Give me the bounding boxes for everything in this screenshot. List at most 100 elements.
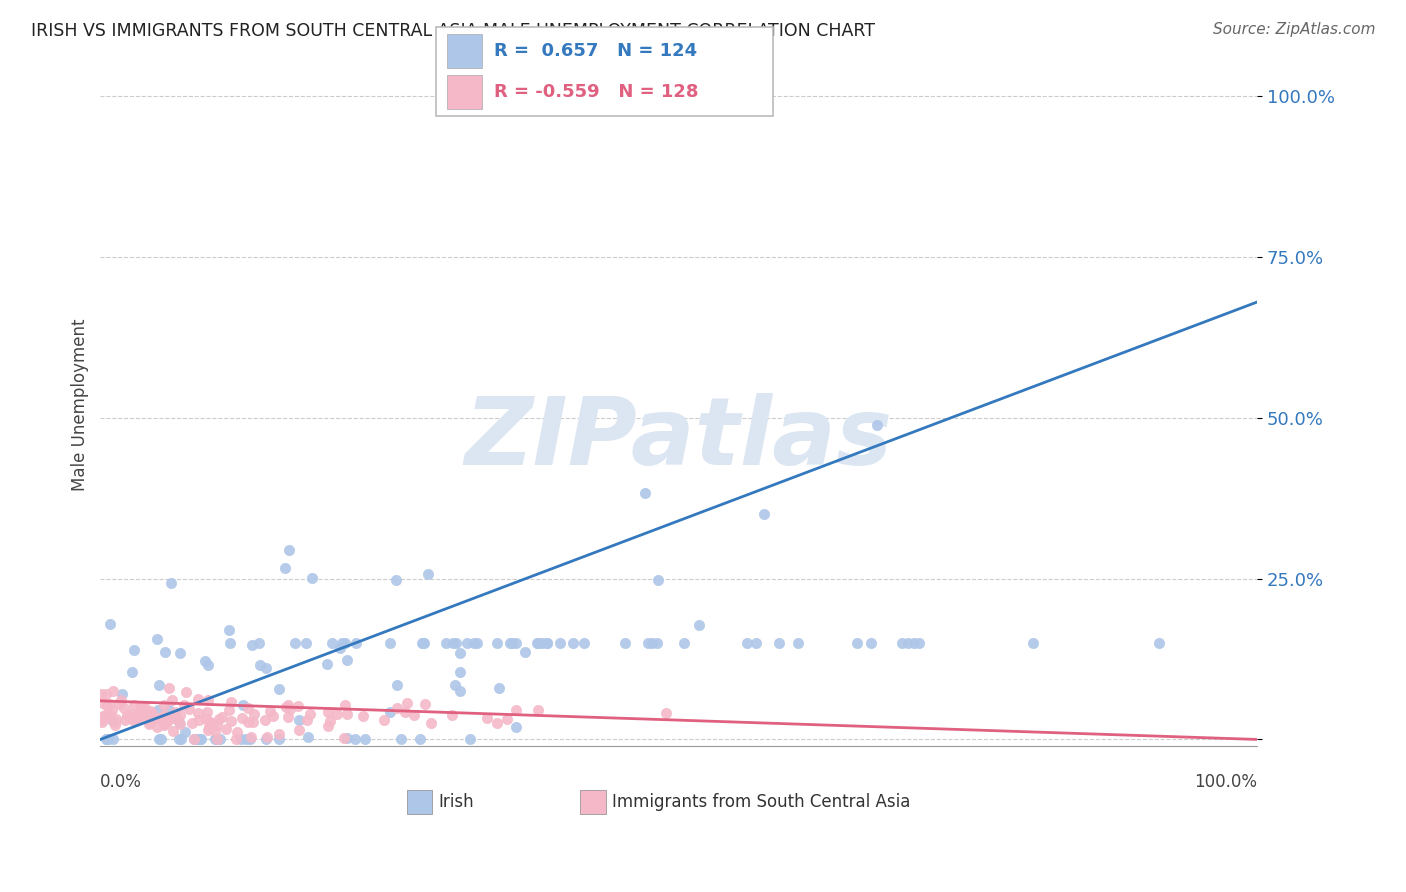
Point xyxy=(256,730,278,744)
Point xyxy=(148,678,170,692)
Point xyxy=(187,692,209,706)
Point xyxy=(316,706,339,720)
Point xyxy=(229,732,252,747)
Point xyxy=(295,713,318,727)
Point xyxy=(173,724,195,739)
Point xyxy=(641,636,664,650)
Point xyxy=(434,636,457,650)
Point xyxy=(211,710,233,724)
Point xyxy=(160,693,183,707)
Point xyxy=(352,709,374,723)
Text: Irish: Irish xyxy=(439,793,474,811)
Point xyxy=(111,688,134,702)
Point xyxy=(225,731,247,746)
Point xyxy=(112,700,135,714)
Point xyxy=(146,703,169,717)
Point xyxy=(183,732,205,747)
Point xyxy=(247,636,270,650)
Point xyxy=(387,678,409,692)
Point xyxy=(208,712,231,726)
Point xyxy=(380,636,402,650)
Point xyxy=(299,707,322,722)
Point xyxy=(139,704,162,718)
Point xyxy=(634,485,657,500)
Point xyxy=(101,684,124,698)
Point xyxy=(188,732,211,747)
Point xyxy=(240,731,263,745)
Point xyxy=(186,732,208,747)
Point xyxy=(231,711,253,725)
Point xyxy=(846,636,869,650)
Point xyxy=(205,718,228,732)
Point xyxy=(166,712,188,726)
Text: 0.0%: 0.0% xyxy=(100,773,142,791)
Point xyxy=(647,573,669,587)
Point xyxy=(277,710,299,724)
Point xyxy=(122,714,145,729)
Point xyxy=(859,636,882,650)
Point xyxy=(188,732,211,747)
Point xyxy=(903,636,925,650)
Point xyxy=(127,713,149,727)
Point xyxy=(138,717,160,731)
Point xyxy=(276,700,298,714)
Point xyxy=(449,683,471,698)
Point xyxy=(253,713,276,727)
Point xyxy=(485,636,508,650)
Point xyxy=(179,702,201,716)
Point xyxy=(163,706,186,720)
Point xyxy=(1147,636,1170,650)
Point xyxy=(745,636,768,650)
Point xyxy=(194,654,217,668)
Point xyxy=(187,732,209,747)
Point xyxy=(269,682,291,697)
Point xyxy=(232,698,254,712)
Point xyxy=(104,712,127,726)
Point xyxy=(97,708,120,723)
Point xyxy=(389,732,412,747)
Point xyxy=(254,661,277,675)
Point xyxy=(98,706,121,721)
Text: 100.0%: 100.0% xyxy=(1194,773,1257,791)
Point xyxy=(110,692,132,706)
Point xyxy=(259,704,281,718)
Point xyxy=(254,732,277,747)
Point xyxy=(173,698,195,713)
Point xyxy=(353,732,375,747)
Point xyxy=(188,732,211,747)
Point xyxy=(440,707,463,722)
Point xyxy=(318,714,340,728)
Point xyxy=(536,636,558,650)
Point xyxy=(114,713,136,727)
Point xyxy=(501,636,523,650)
Point xyxy=(550,636,572,650)
Point xyxy=(645,636,668,650)
Point xyxy=(100,703,122,717)
Point xyxy=(277,698,299,712)
Point xyxy=(278,543,301,558)
Point xyxy=(129,699,152,714)
Point xyxy=(262,708,284,723)
Point xyxy=(412,636,434,650)
Point xyxy=(475,711,498,725)
Point xyxy=(146,632,169,647)
Point xyxy=(96,732,118,747)
Text: IRISH VS IMMIGRANTS FROM SOUTH CENTRAL ASIA MALE UNEMPLOYMENT CORRELATION CHART: IRISH VS IMMIGRANTS FROM SOUTH CENTRAL A… xyxy=(31,22,875,40)
Point xyxy=(449,665,471,680)
Point xyxy=(104,717,127,731)
Point xyxy=(170,732,193,747)
Point xyxy=(91,696,114,710)
Point xyxy=(295,636,318,650)
Point xyxy=(297,731,319,745)
Text: Immigrants from South Central Asia: Immigrants from South Central Asia xyxy=(612,793,910,811)
Point xyxy=(142,711,165,725)
Point xyxy=(505,719,527,733)
Point xyxy=(141,706,163,720)
Point xyxy=(238,732,260,747)
Point xyxy=(197,720,219,734)
Point xyxy=(169,708,191,723)
Point xyxy=(122,643,145,657)
Point xyxy=(157,704,180,718)
Point xyxy=(396,696,419,710)
Point xyxy=(416,566,439,581)
